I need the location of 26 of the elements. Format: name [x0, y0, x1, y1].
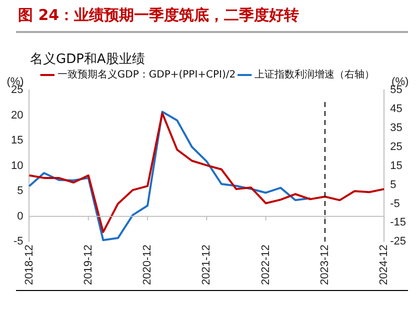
y-tick-label: 0: [17, 210, 24, 222]
x-tick-label: 2024-12: [378, 244, 390, 286]
y2-tick-label: -25: [390, 236, 406, 248]
y2-tick-label: 55: [390, 84, 402, 96]
x-tick-label: 2020-12: [142, 244, 154, 286]
chart-title: 图 24：业绩预期一季度筑底，二季度好转: [18, 6, 300, 25]
y-tick-label: -5: [13, 236, 24, 248]
y2-tick-label: 35: [390, 122, 402, 134]
y2-tick-label: 25: [390, 140, 402, 153]
x-tick-label: 2023-12: [318, 244, 331, 286]
y2-tick-label: 15: [390, 160, 402, 172]
y-tick-label: 10: [10, 160, 24, 172]
x-tick-label: 2018-12: [23, 244, 36, 286]
y-tick-label: 20: [10, 109, 24, 122]
y2-tick-label: 45: [390, 102, 402, 115]
x-tick-label: 2021-12: [200, 244, 213, 286]
y2-tick-label: -5: [390, 198, 400, 210]
chart-subtitle: 名义GDP和A股业绩: [30, 51, 145, 68]
x-tick-label: 2019-12: [82, 244, 94, 286]
y2-tick-label: -15: [390, 216, 406, 229]
legend-label: 上证指数利润增速（右轴）: [254, 68, 375, 81]
x-tick-label: 2022-12: [260, 244, 272, 286]
legend-label: 一致预期名义GDP：GDP+(PPI+CPI)/2: [57, 68, 236, 81]
y2-tick-label: 5: [390, 178, 396, 191]
y-tick-label: 5: [17, 185, 24, 198]
y-tick-label: 15: [10, 134, 24, 147]
